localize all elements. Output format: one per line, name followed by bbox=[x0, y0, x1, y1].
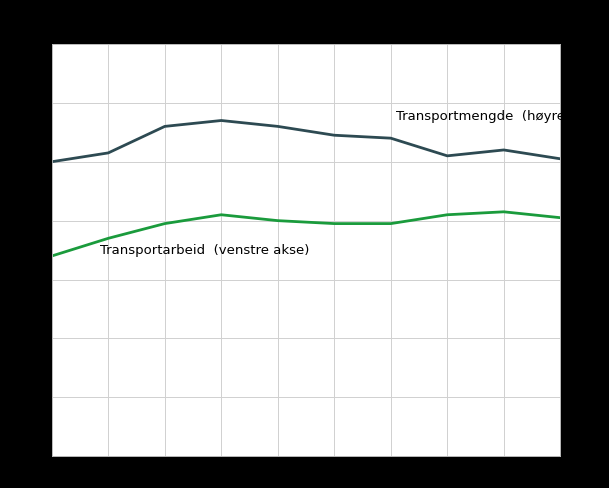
Text: Transportmengde  (høyre akse): Transportmengde (høyre akse) bbox=[396, 110, 606, 123]
Text: Transportarbeid  (venstre akse): Transportarbeid (venstre akse) bbox=[100, 244, 309, 257]
